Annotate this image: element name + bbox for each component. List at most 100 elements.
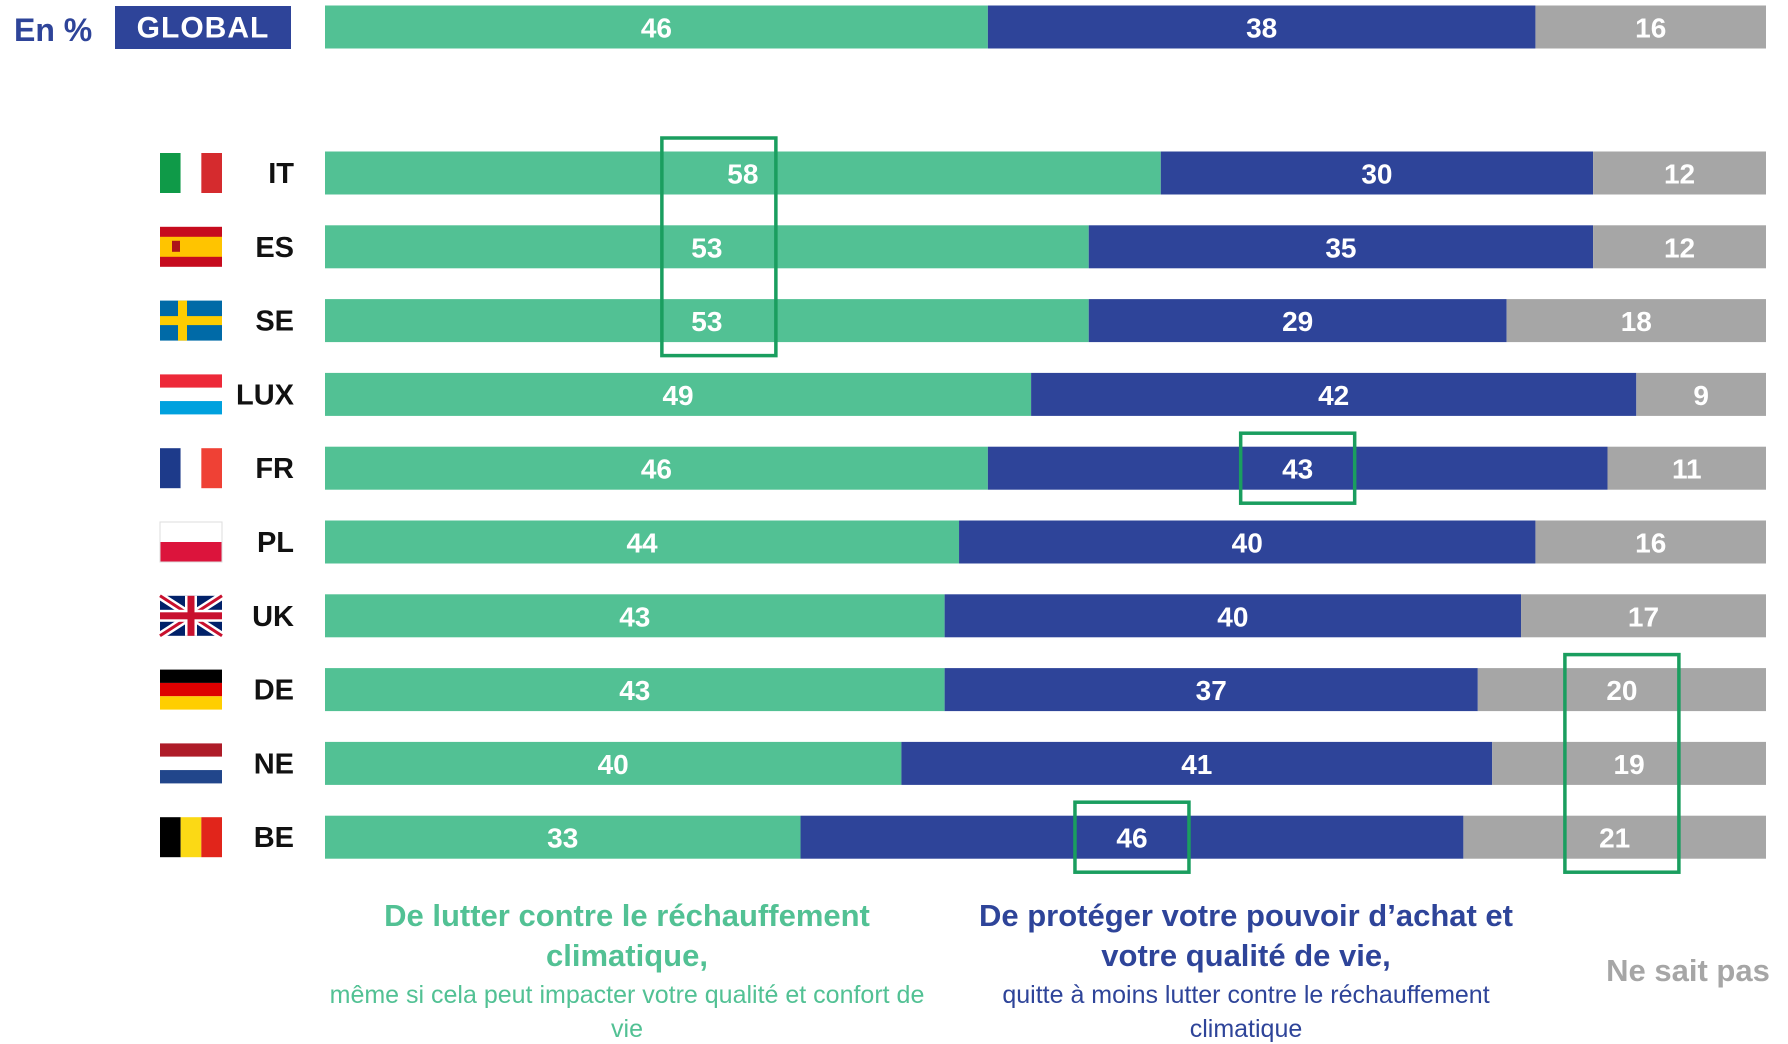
bar-segment [325,151,1161,195]
bar-segment [1088,225,1594,269]
flag-part [160,374,222,388]
category-label: UK [252,601,294,633]
legend-title: De protéger votre pouvoir d’achat et vot… [979,898,1513,973]
value-label: 43 [1282,454,1313,485]
value-label: 19 [1614,749,1645,780]
flag-part [160,153,181,193]
flag [160,817,222,858]
flag-part [160,236,222,257]
bar-segment [800,815,1464,859]
bar-segment [1492,741,1766,785]
value-label: 20 [1606,675,1637,706]
flag-part [160,401,222,415]
bar-segment [944,594,1522,638]
value-label: 37 [1196,675,1227,706]
bar-segment [987,5,1536,49]
flag [160,448,222,489]
category-label: GLOBAL [137,12,270,45]
flag [160,300,222,341]
bar-segment [901,741,1493,785]
value-label: 12 [1664,159,1695,190]
flag-part [160,448,181,489]
value-label: 30 [1361,159,1392,190]
bar-segment [325,372,1032,416]
highlight-box [1563,652,1681,874]
category-label: SE [255,306,294,338]
flag-part [160,817,181,858]
value-label: 43 [619,675,650,706]
legend-description: quitte à moins lutter contre le réchauff… [1002,981,1490,1043]
bar-segment [1607,446,1766,490]
bar-segment [325,446,988,490]
value-label: 42 [1318,380,1349,411]
flag-part [159,521,223,563]
category-label: DE [254,675,294,707]
value-label: 43 [619,601,650,632]
bar-segment [987,446,1608,490]
bar-segment [325,594,945,638]
value-label: 46 [641,13,672,44]
bar-segment [325,225,1089,269]
flag-part [172,240,180,252]
flag-part [160,669,222,683]
flag-part [201,153,222,193]
highlight-box [660,136,778,358]
bar-segment [1593,225,1766,269]
value-label: 40 [598,749,629,780]
highlight-box [1238,431,1357,505]
bar-segment [325,5,988,49]
category-label: BE [254,822,294,854]
value-label: 33 [547,823,578,854]
flag-part [160,743,222,757]
value-label: 16 [1635,528,1666,559]
flag-part [160,612,222,620]
legend-item: De protéger votre pouvoir d’achat et vot… [951,896,1541,1044]
flag-part [160,682,222,697]
bar-segment [1636,372,1766,416]
flag-part [160,770,222,784]
value-label: 58 [727,159,758,190]
category-label: ES [255,232,294,264]
value-label: 44 [626,528,658,559]
value-label: 35 [1325,232,1356,263]
value-label: 17 [1628,601,1659,632]
bar-segment [1477,668,1766,712]
flag [160,226,222,267]
highlight-box [1073,800,1191,874]
flag [159,521,223,563]
bar-segment [1521,594,1766,638]
category-label: PL [257,527,294,559]
value-label: 11 [1672,454,1702,485]
bar-segment [1535,5,1766,49]
unit-label: En % [14,12,92,48]
value-label: 40 [1217,601,1248,632]
legend-item: Ne sait pas [1590,951,1786,991]
bar-segment [325,299,1089,343]
value-label: 29 [1282,306,1313,337]
legend-description: même si cela peut impacter votre qualité… [329,981,925,1043]
legend-title: De lutter contre le réchauffement climat… [384,898,870,973]
bar-segment [1535,520,1766,564]
value-label: 18 [1621,306,1652,337]
value-label: 21 [1599,823,1630,854]
flag [160,153,222,193]
flag [160,743,222,784]
bar-segment [1160,151,1594,195]
category-label: LUX [236,379,295,411]
value-label: 49 [662,380,693,411]
flag-part [160,756,222,771]
bar-segment [1593,151,1766,195]
bar-segment [1506,299,1766,343]
category-label: FR [255,453,294,485]
bar-segment [325,815,801,859]
flag-part [201,817,222,858]
legend-title: Ne sait pas [1606,953,1770,988]
category-label: NE [254,748,294,780]
legend-item: De lutter contre le réchauffement climat… [327,896,927,1044]
flag-part [160,316,222,326]
flag-part [160,696,222,710]
bar-segment [325,668,945,712]
value-label: 16 [1635,13,1666,44]
